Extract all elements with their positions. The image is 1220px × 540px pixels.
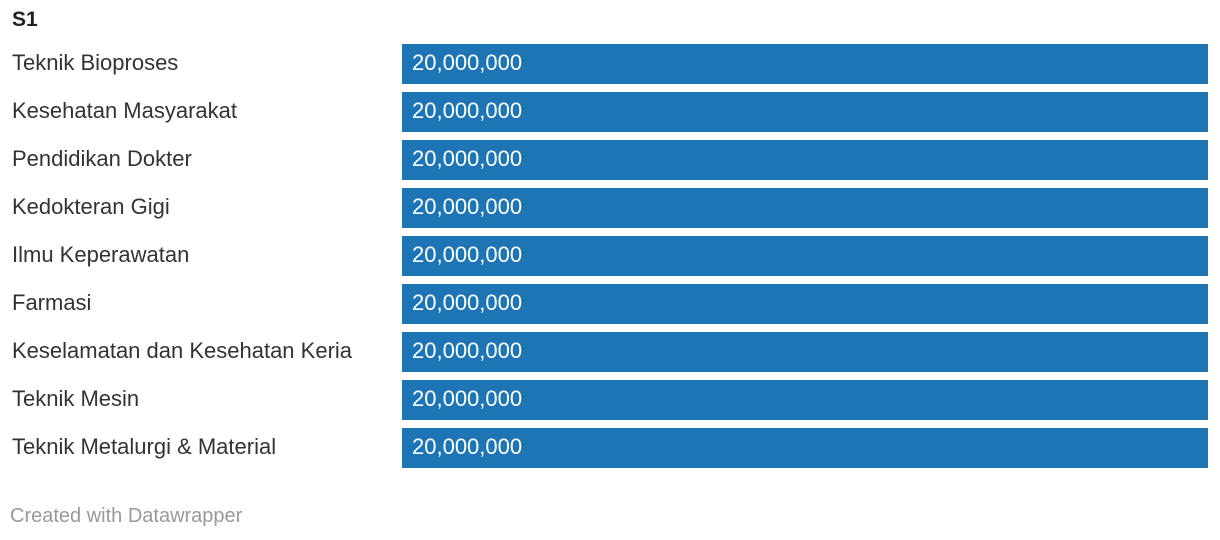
bar [402,284,1208,324]
bar-row: Ilmu Keperawatan 20,000,000 [0,236,1220,276]
chart-title: S1 [12,8,38,31]
bar-value-label: 20,000,000 [412,386,523,411]
bar-value-label: 20,000,000 [412,290,523,315]
category-label: Kedokteran Gigi [12,194,170,219]
bar-track: 20,000,000 [402,284,1208,324]
bar-track: 20,000,000 [402,332,1208,372]
bar-track: 20,000,000 [402,92,1208,132]
category-label: Kesehatan Masyarakat [12,98,238,123]
bar-row: Kedokteran Gigi 20,000,000 [0,188,1220,228]
bar-value-label: 20,000,000 [412,338,523,363]
bar-value-label: 20,000,000 [412,242,523,267]
bar-track: 20,000,000 [402,140,1208,180]
bar-track: 20,000,000 [402,428,1208,468]
bar-row: Farmasi 20,000,000 [0,284,1220,324]
bar-row: Teknik Mesin 20,000,000 [0,380,1220,420]
bar-value-label: 20,000,000 [412,50,523,75]
bar-row: Keselamatan dan Kesehatan Keria 20,000,00… [0,332,1220,372]
bar-value-label: 20,000,000 [412,434,523,459]
datawrapper-credit[interactable]: Created with Datawrapper [10,505,243,527]
bar [402,188,1208,228]
bar-track: 20,000,000 [402,236,1208,276]
bar [402,428,1208,468]
bar [402,236,1208,276]
category-label: Teknik Mesin [12,386,140,411]
category-label: Teknik Metalurgi & Material [12,434,277,459]
bar-track: 20,000,000 [402,44,1208,84]
category-label: Keselamatan dan Kesehatan Keria [12,338,353,363]
bar [402,92,1208,132]
bar-track: 20,000,000 [402,188,1208,228]
bar-value-label: 20,000,000 [412,98,523,123]
category-label: Pendidikan Dokter [12,146,192,171]
bar-row: Teknik Metalurgi & Material 20,000,000 [0,428,1220,468]
category-label: Teknik Bioproses [12,50,179,75]
bar-value-label: 20,000,000 [412,146,523,171]
bar [402,380,1208,420]
bar-track: 20,000,000 [402,380,1208,420]
bar [402,332,1208,372]
category-label: Ilmu Keperawatan [12,242,190,267]
category-label: Farmasi [12,290,92,315]
bar-value-label: 20,000,000 [412,194,523,219]
bar [402,44,1208,84]
bar-row: Teknik Bioproses 20,000,000 [0,44,1220,84]
bar [402,140,1208,180]
bar-chart: Teknik Bioproses 20,000,000 Kesehatan Masy… [0,44,1220,468]
bar-row: Pendidikan Dokter 20,000,000 [0,140,1220,180]
bar-row: Kesehatan Masyarakat 20,000,000 [0,92,1220,132]
